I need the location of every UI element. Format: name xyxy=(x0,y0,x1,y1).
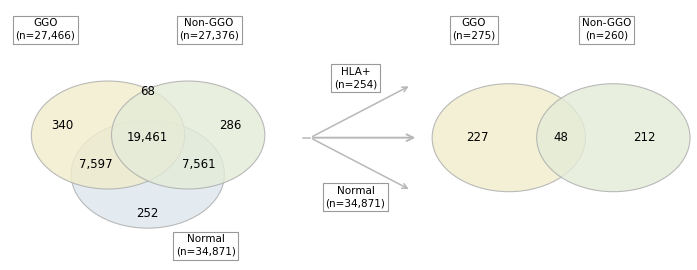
Text: 19,461: 19,461 xyxy=(127,131,169,144)
Ellipse shape xyxy=(71,120,224,228)
Text: 286: 286 xyxy=(219,119,241,132)
Text: GGO
(n=27,466): GGO (n=27,466) xyxy=(15,19,75,41)
Text: 48: 48 xyxy=(553,131,569,144)
Text: Non-GGO
(n=260): Non-GGO (n=260) xyxy=(582,19,631,41)
Text: 7,597: 7,597 xyxy=(79,158,113,171)
Ellipse shape xyxy=(112,81,265,189)
Text: HLA+
(n=254): HLA+ (n=254) xyxy=(334,67,377,89)
Text: 212: 212 xyxy=(634,131,656,144)
Ellipse shape xyxy=(537,84,690,192)
Text: GGO
(n=275): GGO (n=275) xyxy=(452,19,496,41)
Text: 227: 227 xyxy=(466,131,489,144)
Text: 252: 252 xyxy=(137,207,159,220)
Text: 340: 340 xyxy=(52,119,74,132)
Text: Normal
(n=34,871): Normal (n=34,871) xyxy=(176,235,236,257)
Text: 68: 68 xyxy=(140,85,155,98)
Ellipse shape xyxy=(432,84,585,192)
Text: Non-GGO
(n=27,376): Non-GGO (n=27,376) xyxy=(179,19,239,41)
Ellipse shape xyxy=(31,81,185,189)
Text: Normal
(n=34,871): Normal (n=34,871) xyxy=(325,186,385,208)
Text: 7,561: 7,561 xyxy=(182,158,215,171)
